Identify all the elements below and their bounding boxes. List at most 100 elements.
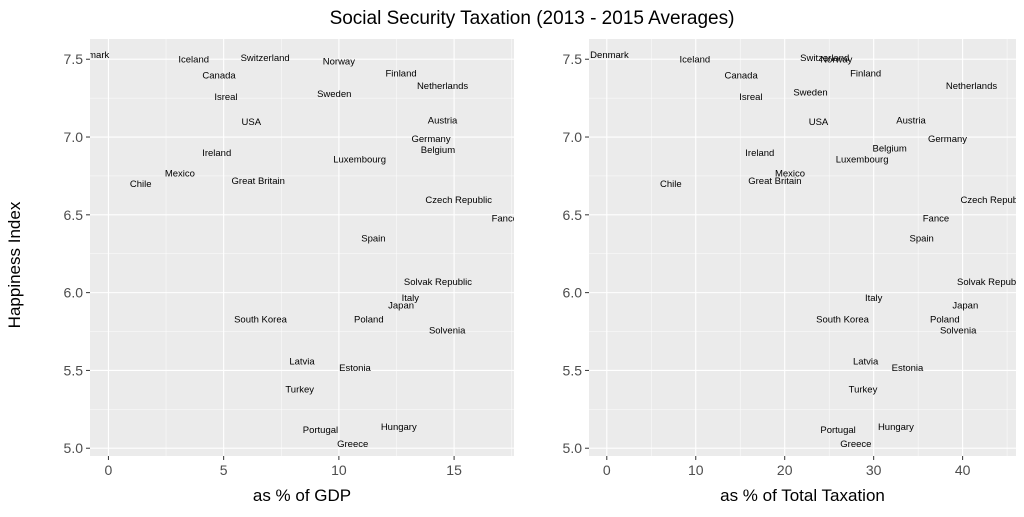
point-label: Netherlands [417, 81, 468, 92]
y-tick-label: 6.0 [64, 285, 84, 301]
point-label: Fance [492, 213, 518, 224]
y-tick-label: 7.5 [64, 51, 84, 67]
y-tick-label: 7.0 [563, 129, 583, 145]
point-label: Luxembourg [836, 154, 889, 165]
x-tick-label: 5 [220, 462, 228, 478]
point-label: Greece [840, 439, 871, 450]
x-tick-label: 10 [331, 462, 347, 478]
point-label: Solvak Republic [957, 277, 1024, 288]
point-label: Portugal [303, 425, 338, 436]
point-label: Netherlands [946, 81, 997, 92]
point-label: Spain [361, 234, 385, 245]
point-label: Norway [820, 55, 852, 66]
y-tick-label: 5.0 [563, 440, 583, 456]
point-label: Belgium [873, 143, 907, 154]
point-label: Austria [896, 115, 926, 126]
y-tick-label: 5.0 [64, 440, 84, 456]
y-tick-label: 5.5 [64, 362, 84, 378]
point-label: Denmark [590, 50, 629, 61]
x-axis-title: as % of GDP [253, 486, 351, 505]
point-label: Czech Republic [960, 195, 1024, 206]
point-label: Finland [386, 69, 417, 80]
point-label: Poland [354, 315, 384, 326]
point-label: Portugal [820, 425, 855, 436]
point-label: Iceland [178, 55, 209, 66]
point-label: Sweden [317, 89, 351, 100]
x-tick-label: 10 [688, 462, 704, 478]
point-label: USA [809, 117, 829, 128]
point-label: Italy [865, 293, 883, 304]
point-label: Isreal [214, 92, 237, 103]
point-label: Iceland [680, 55, 711, 66]
x-tick-label: 30 [866, 462, 882, 478]
point-label: Turkey [285, 385, 314, 396]
point-label: Austria [428, 115, 458, 126]
point-label: Mexico [165, 168, 195, 179]
point-label: Poland [930, 315, 960, 326]
point-label: Latvia [853, 357, 879, 368]
point-label: Italy [402, 293, 420, 304]
point-label: Czech Republic [425, 195, 492, 206]
point-label: Ireland [202, 148, 231, 159]
y-tick-label: 6.5 [64, 207, 84, 223]
y-axis-title: Happiness Index [5, 201, 24, 328]
panel-background [589, 39, 1016, 456]
point-label: Belgium [421, 145, 455, 156]
point-label: Canada [724, 70, 758, 81]
point-label: Latvia [289, 357, 315, 368]
chart-title: Social Security Taxation (2013 - 2015 Av… [330, 8, 735, 29]
point-label: Norway [323, 56, 355, 67]
point-label: Chile [130, 179, 152, 190]
point-label: Estonia [892, 363, 924, 374]
point-label: USA [242, 117, 262, 128]
gridlines [90, 39, 514, 456]
point-label: South Korea [234, 315, 288, 326]
point-label: Hungary [878, 422, 914, 433]
point-label: Great Britain [748, 176, 801, 187]
point-label: Germany [412, 134, 451, 145]
point-label: Turkey [849, 385, 878, 396]
x-axis-title: as % of Total Taxation [720, 486, 885, 505]
point-label: Isreal [739, 92, 762, 103]
point-label: Denmark [71, 50, 110, 61]
point-label: Ireland [745, 148, 774, 159]
y-tick-label: 5.5 [563, 362, 583, 378]
point-label: Mexico [775, 168, 805, 179]
point-label: Solvenia [429, 325, 466, 336]
point-label: Germany [928, 134, 967, 145]
point-label: Solvak Republic [404, 277, 472, 288]
point-label: Switzerland [800, 53, 849, 64]
point-label: Canada [202, 70, 236, 81]
x-tick-label: 40 [955, 462, 971, 478]
point-label: Japan [952, 301, 978, 312]
y-tick-label: 6.5 [563, 207, 583, 223]
point-label: Hungary [381, 422, 417, 433]
y-tick-label: 6.0 [563, 285, 583, 301]
point-label: Sweden [793, 87, 827, 98]
point-label: Estonia [339, 363, 371, 374]
point-label: Luxembourg [333, 154, 386, 165]
x-tick-label: 0 [105, 462, 113, 478]
point-label: South Korea [816, 315, 870, 326]
panel-total-taxation: 0 10 20 30 40 5.0 5.5 6.0 6.5 7.0 7.5 Denmark Icelan… [563, 39, 1024, 505]
point-label: Japan [388, 301, 414, 312]
point-label: Greece [337, 439, 368, 450]
x-tick-label: 15 [446, 462, 462, 478]
y-tick-label: 7.0 [64, 129, 84, 145]
x-tick-label: 0 [603, 462, 611, 478]
point-label: Finland [850, 69, 881, 80]
panel-background [90, 39, 514, 456]
point-label: Fance [923, 213, 949, 224]
point-label: Chile [660, 179, 682, 190]
point-labels: Denmark Iceland Switzerland Norway Finland Ca… [71, 50, 518, 450]
point-label: Great Britain [232, 176, 285, 187]
y-tick-label: 7.5 [563, 51, 583, 67]
point-label: Solvenia [940, 325, 977, 336]
x-tick-label: 20 [777, 462, 793, 478]
point-label: Switzerland [241, 53, 290, 64]
point-label: Spain [910, 234, 934, 245]
